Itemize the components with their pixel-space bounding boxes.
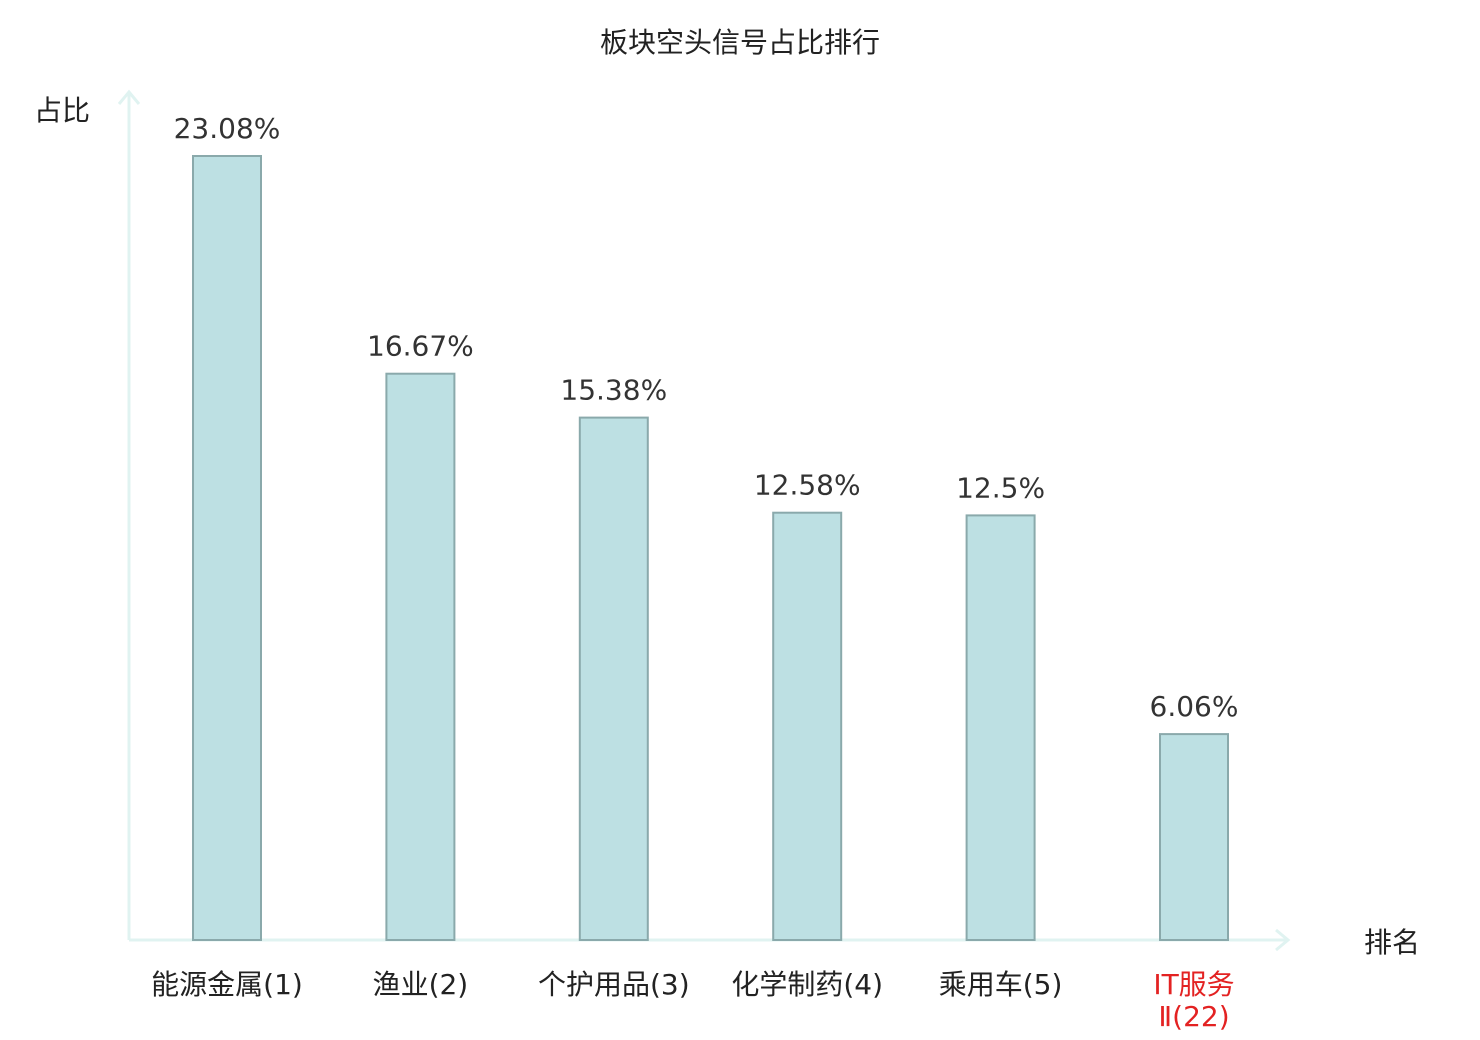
y-axis-label: 占比 bbox=[34, 94, 90, 127]
value-labels-group: 23.08% 16.67% 15.38% 12.58% 12.5% 6.06% bbox=[174, 112, 1239, 723]
category-label-line: 个护用品(3) bbox=[538, 968, 690, 1001]
value-label-2: 16.67% bbox=[367, 330, 474, 363]
bar-4 bbox=[772, 511, 843, 941]
category-label-line: 乘用车(5) bbox=[939, 968, 1063, 1001]
category-label-2: 渔业(2) bbox=[373, 968, 469, 1001]
x-axis-label: 排名 bbox=[1364, 926, 1420, 959]
y-axis-arrow bbox=[117, 89, 141, 105]
value-label-4: 12.58% bbox=[754, 469, 861, 502]
bar-3 bbox=[578, 416, 649, 942]
category-label-line: 渔业(2) bbox=[373, 968, 469, 1001]
bar-6 bbox=[1159, 733, 1229, 941]
category-label-4: 化学制药(4) bbox=[731, 968, 883, 1001]
bar-1 bbox=[192, 155, 262, 941]
chart-title: 板块空头信号占比排行 bbox=[600, 26, 880, 59]
bars-group bbox=[192, 155, 1229, 942]
category-label-1: 能源金属(1) bbox=[151, 968, 303, 1001]
category-label-3: 个护用品(3) bbox=[538, 968, 690, 1001]
axes bbox=[117, 89, 1291, 952]
value-label-5: 12.5% bbox=[956, 471, 1045, 504]
category-label-5: 乘用车(5) bbox=[939, 968, 1063, 1001]
category-labels-group: 能源金属(1) 渔业(2) 个护用品(3) 化学制药(4) 乘用车(5) IT服务 Ⅱ(22… bbox=[151, 968, 1235, 1033]
category-label-line: IT服务 bbox=[1153, 968, 1234, 1001]
value-label-6: 6.06% bbox=[1150, 690, 1239, 723]
category-label-line: 化学制药(4) bbox=[731, 968, 883, 1001]
value-label-1: 23.08% bbox=[174, 112, 281, 145]
value-label-3: 15.38% bbox=[560, 374, 667, 407]
x-axis-arrow bbox=[1275, 928, 1291, 952]
category-label-line: 能源金属(1) bbox=[151, 968, 303, 1001]
bar-5 bbox=[965, 514, 1036, 942]
category-label-6: IT服务 Ⅱ(22) bbox=[1153, 968, 1234, 1033]
category-label-line: Ⅱ(22) bbox=[1158, 1000, 1229, 1033]
bar-2 bbox=[385, 372, 456, 941]
